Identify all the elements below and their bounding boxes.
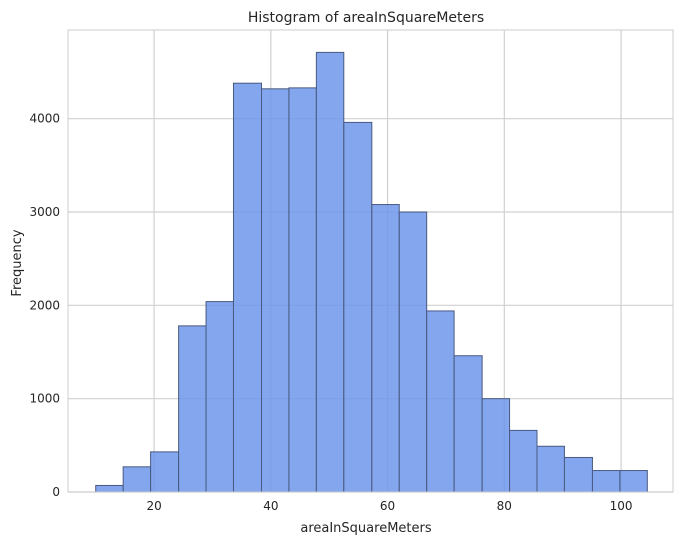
x-tick-label: 80 bbox=[497, 499, 512, 513]
histogram-bar bbox=[343, 121, 373, 493]
histogram-bar bbox=[371, 204, 400, 493]
histogram-bar bbox=[315, 51, 345, 493]
histogram-bar bbox=[536, 445, 565, 493]
histogram-bar bbox=[398, 211, 428, 493]
y-tick-labels: 0 1000 2000 3000 4000 bbox=[29, 112, 60, 499]
histogram-bar bbox=[178, 325, 207, 493]
histogram-bar bbox=[288, 87, 317, 493]
x-tick-label: 100 bbox=[610, 499, 633, 513]
y-tick-label: 0 bbox=[52, 485, 60, 499]
x-tick-label: 20 bbox=[146, 499, 161, 513]
histogram-bar bbox=[95, 484, 124, 493]
plot-frame bbox=[67, 29, 674, 493]
histogram-bar bbox=[591, 470, 621, 493]
histogram-bar bbox=[122, 466, 152, 493]
y-axis-label: Frequency bbox=[10, 229, 25, 296]
y-tick-label: 1000 bbox=[29, 392, 60, 406]
y-tick-label: 4000 bbox=[29, 112, 60, 126]
histogram-bar bbox=[260, 88, 290, 493]
x-tick-label: 60 bbox=[380, 499, 395, 513]
histogram-bar bbox=[453, 355, 483, 493]
histogram-bars bbox=[95, 51, 648, 493]
x-tick-labels: 20 40 60 80 100 bbox=[146, 499, 632, 513]
y-tick-label: 3000 bbox=[29, 205, 60, 219]
histogram-bar bbox=[481, 398, 511, 493]
histogram-bar bbox=[563, 456, 593, 493]
histogram-bar bbox=[619, 470, 648, 493]
histogram-bar bbox=[232, 82, 262, 493]
x-tick-label: 40 bbox=[263, 499, 278, 513]
y-tick-label: 2000 bbox=[29, 298, 60, 312]
histogram-bar bbox=[509, 429, 538, 493]
histogram-bar bbox=[205, 301, 234, 493]
histogram-bar bbox=[426, 310, 455, 493]
x-axis-label: areaInSquareMeters bbox=[300, 521, 431, 536]
chart-title: Histogram of areaInSquareMeters bbox=[248, 10, 484, 26]
histogram-bar bbox=[150, 451, 180, 493]
